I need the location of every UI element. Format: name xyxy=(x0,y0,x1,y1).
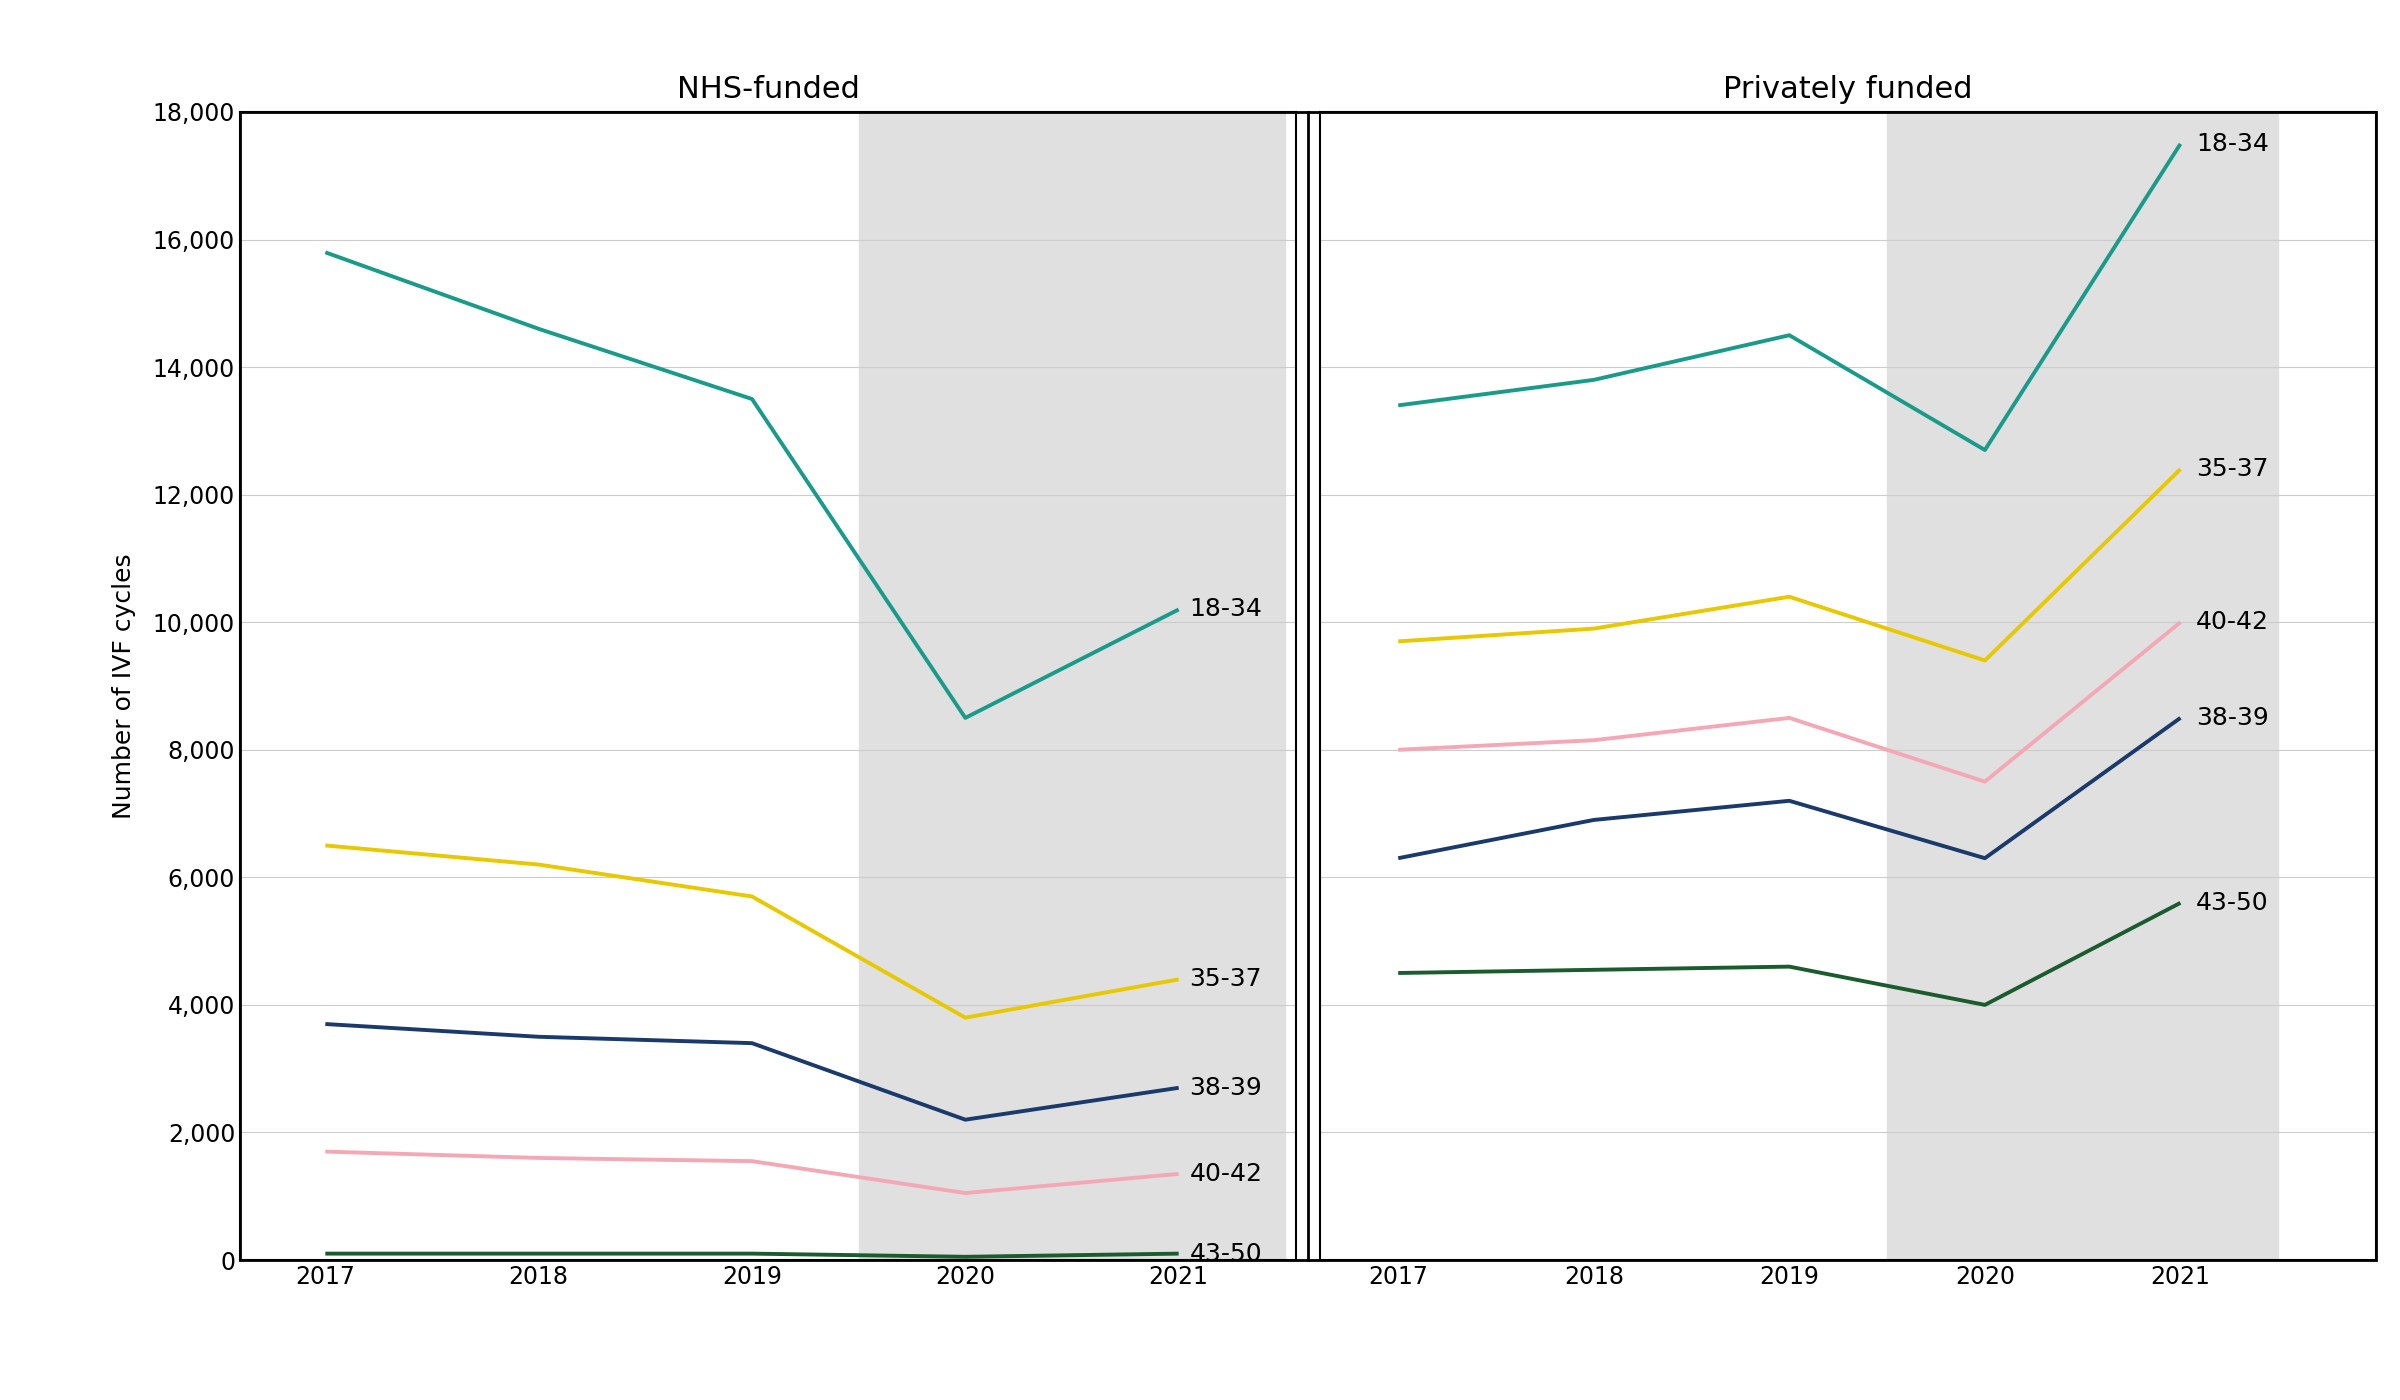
Text: 18-34: 18-34 xyxy=(1190,598,1262,622)
Text: 40-42: 40-42 xyxy=(2196,610,2268,634)
Text: 43-50: 43-50 xyxy=(2196,890,2268,914)
Y-axis label: Number of IVF cycles: Number of IVF cycles xyxy=(113,553,137,819)
Bar xyxy=(1886,112,2278,1260)
Title: Privately funded: Privately funded xyxy=(1723,76,1973,104)
Text: 38-39: 38-39 xyxy=(1190,1075,1262,1100)
Title: NHS-funded: NHS-funded xyxy=(677,76,859,104)
Text: 35-37: 35-37 xyxy=(1190,967,1262,991)
Text: 40-42: 40-42 xyxy=(1190,1162,1262,1186)
Text: 35-37: 35-37 xyxy=(2196,458,2268,482)
Text: 38-39: 38-39 xyxy=(2196,706,2268,729)
Bar xyxy=(859,112,1286,1260)
Text: 43-50: 43-50 xyxy=(1190,1242,1262,1266)
Text: 18-34: 18-34 xyxy=(2196,132,2268,155)
